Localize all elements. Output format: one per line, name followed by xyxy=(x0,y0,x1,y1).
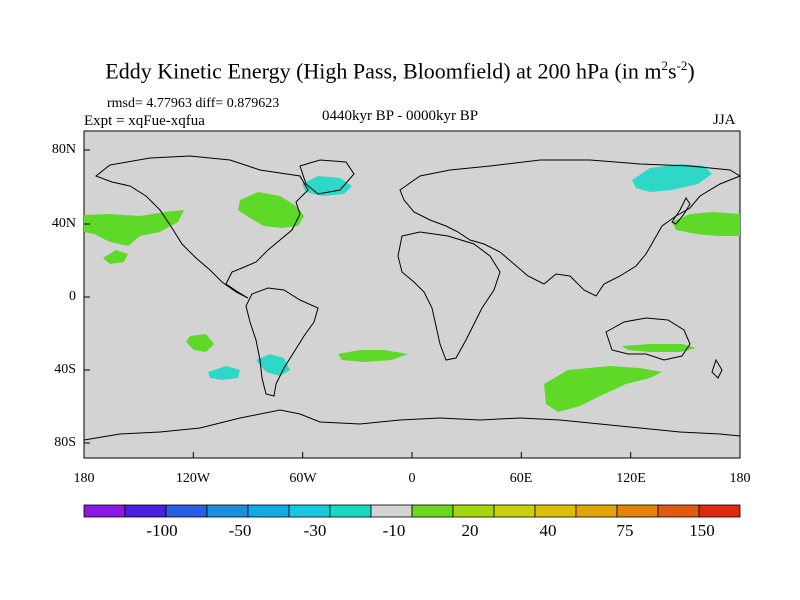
y-tick-label: 0 xyxy=(69,289,76,304)
coast-antarctica xyxy=(83,409,741,441)
anomaly-region-south-america-cyan xyxy=(256,354,290,376)
colorbar-label: -30 xyxy=(303,521,327,540)
colorbar-swatch xyxy=(411,504,454,518)
y-tick-label: 40N xyxy=(51,216,76,231)
anomaly-region-australia xyxy=(622,344,696,352)
colorbar-swatch xyxy=(657,504,700,518)
x-tick-label: 120E xyxy=(616,471,646,486)
experiment-label: Expt = xqFue-xqfua xyxy=(84,113,205,129)
x-tick-label: 60E xyxy=(509,471,533,486)
y-axis-ticks xyxy=(84,149,90,444)
coast-north-america xyxy=(94,155,309,299)
colorbar-swatch xyxy=(83,504,126,518)
x-tick-label: 120W xyxy=(175,471,211,486)
colorbar-swatch xyxy=(452,504,495,518)
colorbar-swatch xyxy=(370,504,413,518)
colorbar-label: 40 xyxy=(539,521,557,540)
coast-japan xyxy=(671,197,691,225)
chart-title: Eddy Kinetic Energy (High Pass, Bloomfie… xyxy=(105,58,695,84)
coast-australia xyxy=(605,317,691,361)
y-tick-label: 80S xyxy=(54,435,76,450)
y-tick-label: 80N xyxy=(51,142,76,157)
anomaly-region-south-indian xyxy=(544,366,662,412)
colorbar-label: -10 xyxy=(382,521,406,540)
anomaly-region-south-atlantic xyxy=(338,350,408,362)
coast-africa xyxy=(397,231,501,361)
colorbar-label: 150 xyxy=(689,521,715,540)
colorbar-swatch xyxy=(206,504,249,518)
x-tick-label: 180 xyxy=(73,471,95,486)
colorbar-swatch xyxy=(165,504,208,518)
coastlines xyxy=(83,155,742,441)
x-tick-label: 0 xyxy=(408,471,416,486)
anomaly-region-south-pacific xyxy=(186,334,214,352)
map-panel xyxy=(83,130,741,459)
coast-europe-asia xyxy=(399,159,742,297)
colorbar-label: 75 xyxy=(616,521,634,540)
colorbar-label: 20 xyxy=(461,521,479,540)
colorbar-swatch xyxy=(493,504,536,518)
anomaly-region-south-pacific-cyan xyxy=(208,366,240,380)
anomaly-region-north-pacific-east xyxy=(84,210,184,246)
colorbar-swatch xyxy=(534,504,577,518)
x-tick-label: 60W xyxy=(289,471,317,486)
anomaly-region-hawaii xyxy=(103,250,128,264)
coast-new-zealand xyxy=(711,358,723,379)
colorbar-swatch xyxy=(288,504,331,518)
colorbar-label: -50 xyxy=(228,521,252,540)
colorbar-swatch xyxy=(329,504,372,518)
colorbar-swatch xyxy=(698,504,741,518)
colorbar-label: -100 xyxy=(146,521,178,540)
rmsd-label: rmsd= 4.77963 diff= 0.879623 xyxy=(107,96,280,111)
anomaly-region-siberia xyxy=(632,164,712,192)
coast-south-america xyxy=(245,287,319,397)
colorbar-swatch xyxy=(616,504,659,518)
colorbar xyxy=(83,504,741,518)
coast-greenland xyxy=(299,159,355,195)
y-tick-label: 40S xyxy=(54,362,76,377)
x-tick-label: 180 xyxy=(729,471,751,486)
colorbar-swatch xyxy=(247,504,290,518)
positive-anomaly-regions xyxy=(84,192,740,412)
anomaly-region-north-america xyxy=(238,192,304,228)
colorbar-swatch xyxy=(124,504,167,518)
x-axis-ticks xyxy=(83,452,741,458)
colorbar-swatch xyxy=(575,504,618,518)
season-label: JJA xyxy=(713,112,736,128)
anomaly-region-west-pacific xyxy=(672,212,740,236)
period-label: 0440kyr BP - 0000kyr BP xyxy=(321,108,479,124)
